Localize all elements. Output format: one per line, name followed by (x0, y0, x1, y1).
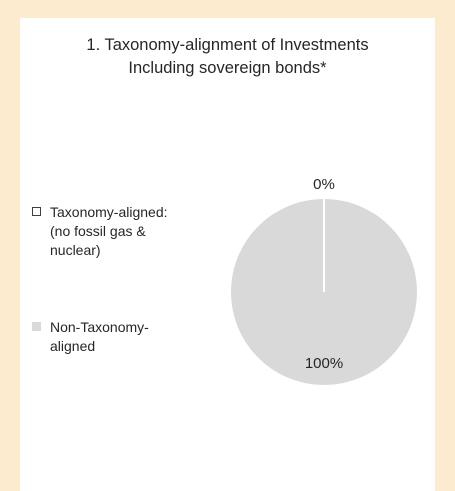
data-label-0: 0% (313, 176, 335, 193)
legend-label-non-taxonomy-aligned: Non-Taxonomy- aligned (50, 319, 149, 354)
chart-panel: 1. Taxonomy-alignment of Investments Inc… (20, 18, 435, 491)
chart-title: 1. Taxonomy-alignment of Investments Inc… (20, 34, 435, 80)
legend-swatch-white (32, 207, 41, 216)
data-label-1: 100% (305, 355, 343, 372)
chart-title-text: 1. Taxonomy-alignment of Investments Inc… (86, 36, 369, 77)
legend-item-non-taxonomy-aligned: Non-Taxonomy- aligned (32, 318, 149, 356)
pie-chart: 0% 100% (231, 176, 417, 385)
legend-label-taxonomy-aligned: Taxonomy-aligned: (no fossil gas & nucle… (50, 204, 168, 258)
legend-item-taxonomy-aligned: Taxonomy-aligned: (no fossil gas & nucle… (32, 203, 168, 260)
legend-swatch-grey (32, 322, 41, 331)
